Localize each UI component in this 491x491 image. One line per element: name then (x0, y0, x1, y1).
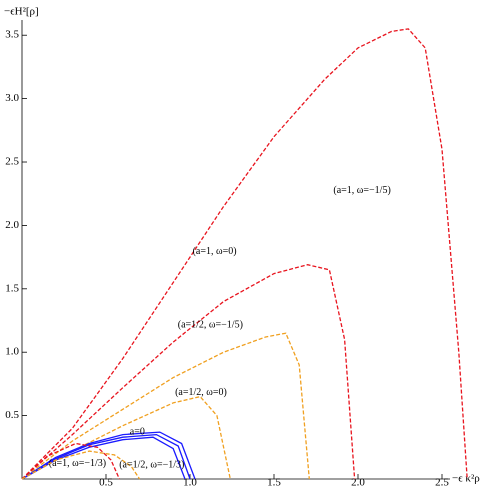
y-tick-label: 3.5 (5, 29, 19, 41)
curve-label: (a=1/2, ω=−1/3) (119, 459, 184, 470)
y-tick-label: 1.0 (5, 346, 19, 358)
series-line (21, 433, 191, 480)
curve-label: a=0 (130, 426, 145, 437)
x-tick-label: 0.5 (99, 477, 113, 489)
series-line (21, 264, 356, 480)
y-tick-label: 2.5 (5, 156, 19, 168)
x-axis-label: −ϵ κ²ρ (452, 473, 480, 485)
curve-label: (a=1, ω=−1/3) (49, 458, 106, 469)
x-tick-label: 2.0 (351, 477, 365, 489)
series-line (21, 442, 120, 480)
series-line (21, 332, 310, 480)
x-tick-label: 2.5 (435, 477, 449, 489)
x-tick-label: 1.5 (267, 477, 281, 489)
series-line (21, 450, 141, 480)
x-tick-label: 1.0 (183, 477, 197, 489)
y-axis-label: −ϵH²[ρ] (4, 6, 39, 18)
series-line (21, 28, 468, 480)
y-tick-label: 2.0 (5, 219, 19, 231)
curve-label: (a=1/2, ω=−1/5) (178, 319, 243, 330)
curve-label: (a=1, ω=0) (193, 246, 237, 257)
y-tick-label: 0.5 (5, 409, 19, 421)
series-line (21, 431, 196, 480)
y-tick-label: 3.0 (5, 92, 19, 104)
y-tick-label: 1.5 (5, 282, 19, 294)
curve-label: (a=1/2, ω=0) (175, 387, 227, 398)
curve-label: (a=1, ω=−1/5) (333, 185, 390, 196)
